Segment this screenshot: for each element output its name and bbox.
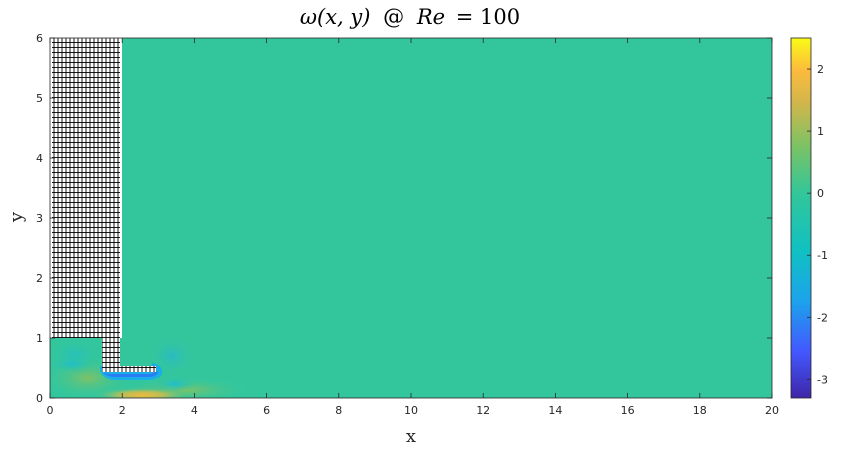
x-tick-label: 14: [548, 404, 562, 417]
x-axis-label: x: [406, 426, 416, 447]
colorbar-tick-label: -2: [817, 311, 828, 324]
colorbar-tick-label: 0: [817, 187, 824, 200]
x-tick-label: 18: [693, 404, 707, 417]
colorbar-ticks: 2 1 0 -1 -2 -3: [807, 63, 828, 386]
colorbar-tick-label: 1: [817, 125, 824, 138]
inlet-white: [50, 338, 100, 370]
x-tick-label: 12: [476, 404, 490, 417]
colorbar: 2 1 0 -1 -2 -3: [790, 37, 828, 399]
x-ticks: 0 2 4 6 8 10 12 14 16 18 20: [47, 38, 779, 417]
colorbar-tick-label: 2: [817, 63, 824, 76]
x-tick-label: 16: [621, 404, 635, 417]
x-tick-label: 4: [191, 404, 198, 417]
weak-negative-eddy: [150, 336, 194, 376]
y-tick-label: 6: [36, 32, 43, 45]
cyan-wake: [153, 376, 197, 392]
colorbar-gradient: [790, 37, 812, 399]
y-tick-label: 5: [36, 92, 43, 105]
colorbar-tick-label: -1: [817, 249, 828, 262]
heatmap-field: [50, 38, 772, 398]
negative-vorticity-core: [103, 370, 158, 377]
x-tick-label: 8: [335, 404, 342, 417]
x-tick-label: 0: [47, 404, 54, 417]
y-tick-label: 4: [36, 152, 43, 165]
hatched-mesh-region: [52, 38, 156, 372]
x-tick-label: 6: [263, 404, 270, 417]
colorbar-tick-label: -3: [817, 373, 828, 386]
chart-title: ω(x, y) @ Re = 100: [300, 5, 520, 29]
x-tick-label: 20: [765, 404, 779, 417]
y-ticks: 0 1 2 3 4 5 6: [36, 32, 772, 405]
y-tick-label: 1: [36, 332, 43, 345]
y-tick-label: 2: [36, 272, 43, 285]
svg-text:ω(x, y) @ Re: ω(x, y) @ Re = 100: [300, 5, 520, 29]
y-tick-label: 3: [36, 212, 43, 225]
x-tick-label: 2: [119, 404, 126, 417]
x-tick-label: 10: [404, 404, 418, 417]
y-axis-label: y: [6, 211, 27, 223]
y-tick-label: 0: [36, 392, 43, 405]
